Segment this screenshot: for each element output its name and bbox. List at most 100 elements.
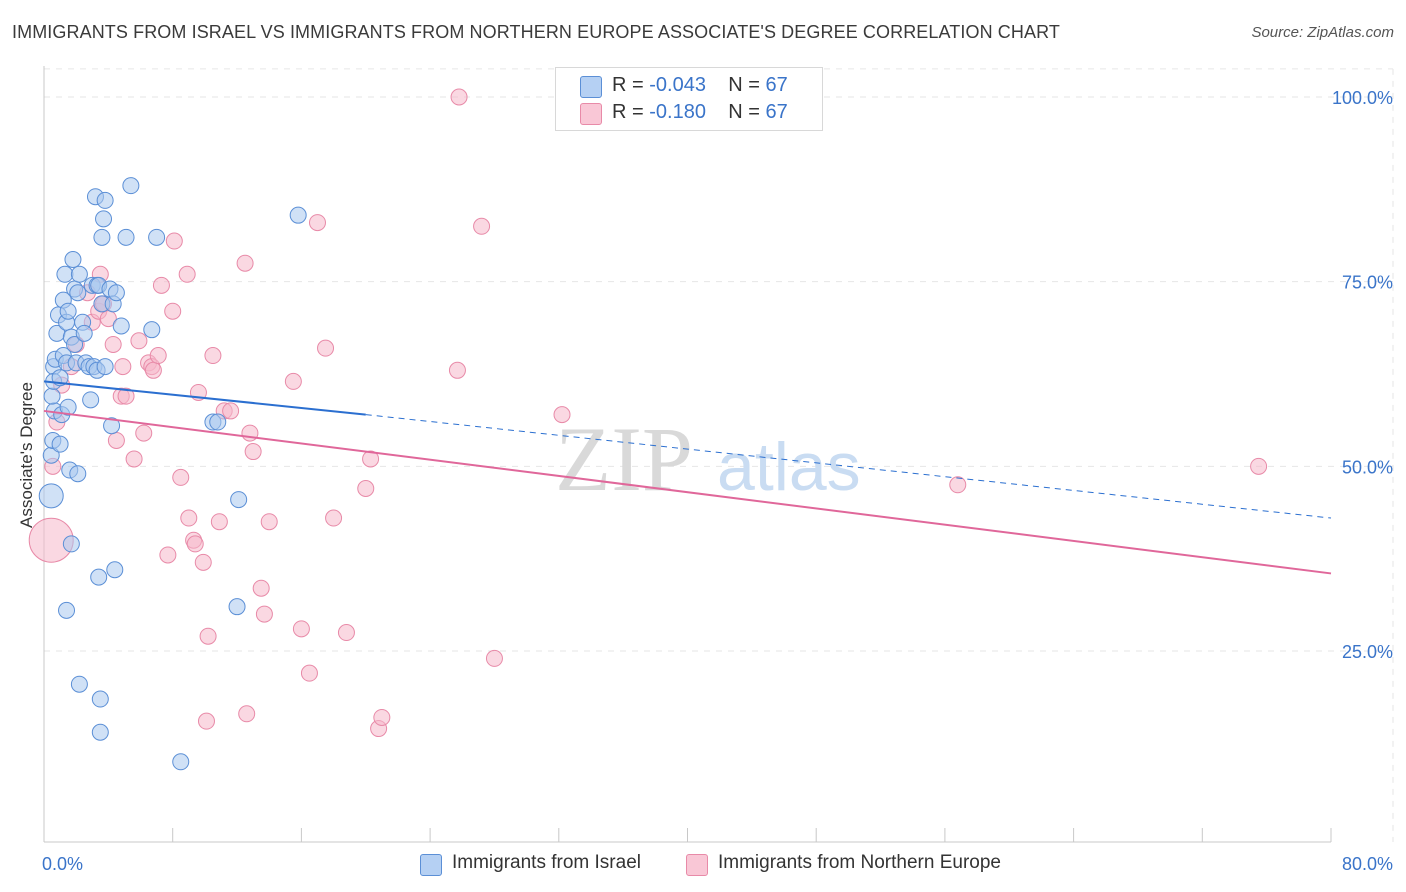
point-northern-europe [252,579,270,597]
y-tick-label: 100.0% [1332,88,1393,108]
point-northern-europe [117,387,135,405]
israel-swatch [580,76,602,98]
point-northern-europe [104,335,122,353]
point-israel [69,284,87,302]
watermark: ZIP atlas [555,408,861,510]
point-israel [103,417,121,435]
point-israel [122,177,140,195]
point-israel [64,251,82,269]
point-israel [148,228,166,246]
point-israel [90,568,108,586]
point-israel [59,302,77,320]
point-northern-europe [204,347,222,365]
point-israel [230,491,248,509]
x-tick-label-max: 80.0% [1342,854,1393,874]
point-northern-europe [172,468,190,486]
x-tick-label-min: 0.0% [42,854,83,874]
point-northern-europe [186,535,204,553]
point-northern-europe [165,232,183,250]
neu-r-value: -0.180 [649,101,706,123]
point-israel [106,561,124,579]
point-israel [96,358,114,376]
point-israel [51,435,69,453]
tick-labels: 25.0% 50.0% 75.0% 100.0% 0.0% 80.0% [42,88,1393,874]
point-northern-europe [373,708,391,726]
chart-title: IMMIGRANTS FROM ISRAEL VS IMMIGRANTS FRO… [12,22,1060,42]
point-israel [75,324,93,342]
point-northern-europe [308,214,326,232]
point-northern-europe [222,402,240,420]
point-northern-europe [260,513,278,531]
point-israel [117,228,135,246]
watermark-zip: ZIP [555,408,693,510]
neu-swatch [580,103,602,125]
legend-swatch-israel [420,854,442,876]
point-northern-europe [152,276,170,294]
point-northern-europe [450,88,468,106]
legend-label-israel: Immigrants from Israel [452,852,641,873]
point-northern-europe [337,624,355,642]
point-israel [112,317,130,335]
israel-n-value: 67 [765,74,788,96]
point-northern-europe [1250,457,1268,475]
point-northern-europe [178,265,196,283]
point-northern-europe [553,406,571,424]
point-northern-europe [194,553,212,571]
point-northern-europe [357,479,375,497]
israel-r-label: R = [612,74,644,96]
point-israel [62,535,80,553]
point-northern-europe [485,649,503,667]
trend-line-israel-extended [365,414,1332,519]
point-northern-europe [125,450,143,468]
trend-line-israel [43,380,366,416]
point-northern-europe [135,424,153,442]
y-tick-label: 50.0% [1342,457,1393,477]
point-israel [289,206,307,224]
point-northern-europe [284,372,302,390]
point-israel [143,321,161,339]
source-label: Source: ZipAtlas.com [1251,24,1394,41]
point-israel [43,387,61,405]
point-israel [172,753,190,771]
point-israel [209,413,227,431]
legend-swatch-northern-europe [686,854,708,876]
point-northern-europe [362,450,380,468]
point-northern-europe [236,254,254,272]
point-northern-europe [159,546,177,564]
point-northern-europe [199,627,217,645]
point-northern-europe [292,620,310,638]
point-israel [228,598,246,616]
point-israel [58,601,76,619]
point-northern-europe [130,332,148,350]
point-israel [91,723,109,741]
point-israel [70,265,88,283]
point-northern-europe [325,509,343,527]
point-northern-europe [164,302,182,320]
point-northern-europe [241,424,259,442]
point-northern-europe [114,358,132,376]
point-israel [66,335,84,353]
point-israel [56,265,74,283]
watermark-atlas: atlas [717,429,861,505]
point-northern-europe [149,347,167,365]
point-israel [91,690,109,708]
y-tick-label: 25.0% [1342,642,1393,662]
israel-r-value: -0.043 [649,74,706,96]
point-northern-europe [210,513,228,531]
point-israel [93,228,111,246]
point-northern-europe [300,664,318,682]
point-israel [107,284,125,302]
point-northern-europe [244,443,262,461]
point-israel [95,210,113,228]
point-northern-europe [255,605,273,623]
point-northern-europe [317,339,335,357]
point-northern-europe [473,217,491,235]
israel-n-label: N = [728,74,760,96]
point-northern-europe [144,361,162,379]
point-israel [69,465,87,483]
point-northern-europe [197,712,215,730]
neu-r-label: R = [612,101,644,123]
point-israel [59,398,77,416]
point-israel [82,391,100,409]
